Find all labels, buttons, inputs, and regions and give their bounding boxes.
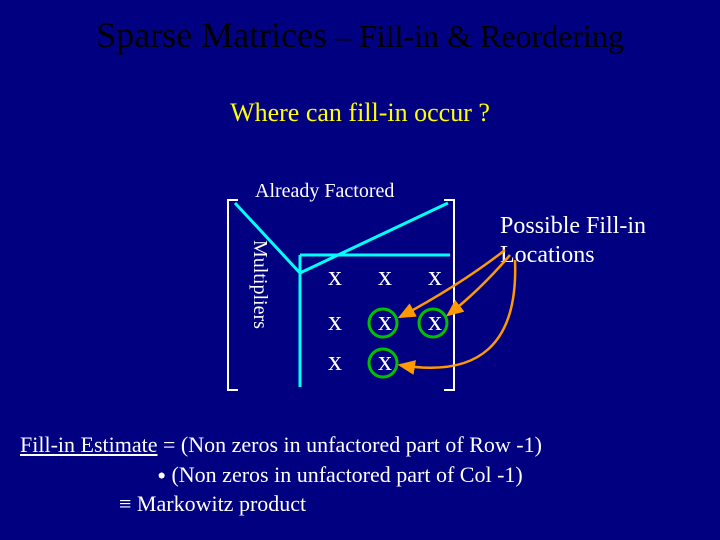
fillin-estimate-lead: Fill-in Estimate [20, 432, 158, 457]
title-sub: – Fill-in & Reordering [327, 18, 624, 54]
bottom-line3: Markowitz product [131, 491, 306, 516]
identical-icon: ≡ [119, 491, 131, 516]
bottom-line2: (Non zeros in unfactored part of Col -1) [166, 462, 523, 487]
orange-arrow [400, 260, 515, 368]
subtitle: Where can fill-in occur ? [0, 98, 720, 128]
matrix-x: x [378, 261, 392, 292]
matrix-x: x [328, 306, 342, 337]
bottom-text: Fill-in Estimate = (Non zeros in unfacto… [20, 430, 542, 519]
cyan-line-1 [235, 203, 300, 273]
matrix-diagram: x x x x x x x x [220, 195, 520, 405]
matrix-x: x [328, 346, 342, 377]
cyan-line-2 [300, 203, 448, 273]
bottom-line1: = (Non zeros in unfactored part of Row -… [158, 432, 542, 457]
fillin-label: Possible Fill-in Locations [500, 212, 646, 270]
slide-title: Sparse Matrices – Fill-in & Reordering [0, 0, 720, 56]
orange-arrow [400, 250, 505, 317]
fillin-line1: Possible Fill-in [500, 213, 646, 239]
right-bracket [444, 200, 454, 390]
left-bracket [228, 200, 238, 390]
matrix-x: x [428, 261, 442, 292]
matrix-x: x [328, 261, 342, 292]
bullet-icon: ● [158, 468, 166, 483]
title-main: Sparse Matrices [96, 15, 327, 55]
